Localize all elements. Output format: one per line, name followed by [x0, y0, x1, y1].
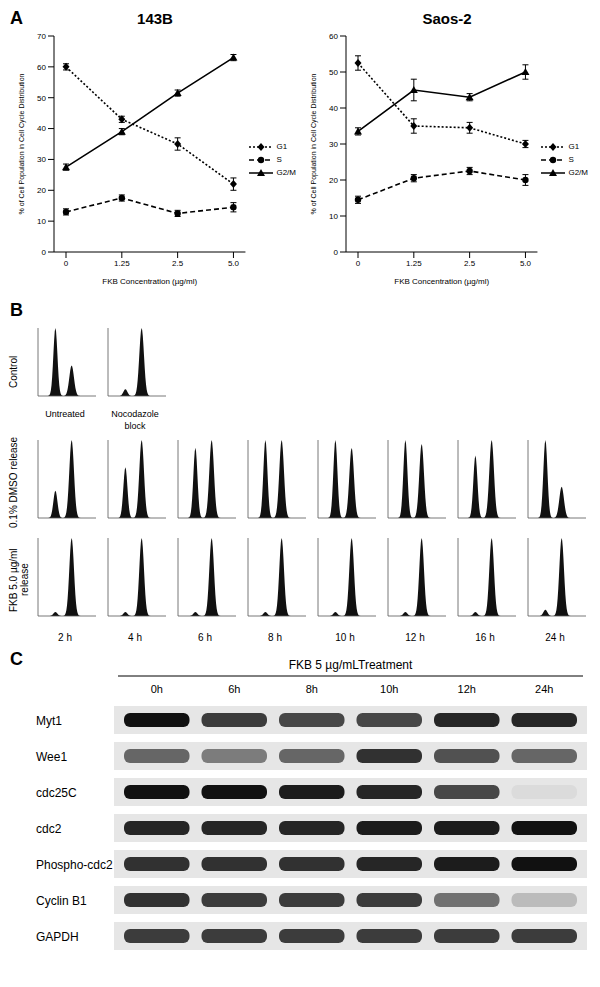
html-text:S: S	[568, 155, 574, 164]
svg-text:Phospho-cdc2: Phospho-cdc2	[36, 858, 113, 872]
svg-text:Cyclin B1: Cyclin B1	[36, 894, 87, 908]
svg-text:60: 60	[37, 63, 46, 72]
svg-text:% of Cell Population in Cell C: % of Cell Population in Cell Cycle Distr…	[18, 73, 26, 214]
svg-text:cdc2: cdc2	[36, 822, 62, 836]
html-text:G1: G1	[276, 142, 288, 151]
svg-text:8h: 8h	[306, 683, 318, 695]
svg-text:10: 10	[329, 212, 338, 221]
html-text:8 h: 8 h	[268, 632, 282, 643]
html-text:A: A	[10, 8, 23, 28]
html-text:0.1% DMSO release: 0.1% DMSO release	[8, 436, 19, 528]
svg-text:FKB 5 µg/mLTreatment: FKB 5 µg/mLTreatment	[289, 658, 413, 672]
html-text:FKB 5.0 µg/ml release: FKB 5.0 µg/ml release	[8, 548, 30, 612]
html-text:24 h: 24 h	[545, 632, 565, 643]
svg-text:2.5: 2.5	[464, 259, 476, 268]
svg-text:70: 70	[37, 32, 46, 41]
svg-text:0: 0	[356, 259, 361, 268]
svg-text:40: 40	[329, 104, 338, 113]
html-text:G2/M: G2/M	[568, 168, 588, 177]
svg-text:% of Cell Population in Cell C: % of Cell Population in Cell Cycle Distr…	[310, 73, 318, 214]
svg-text:6h: 6h	[228, 683, 240, 695]
html-text:12 h: 12 h	[405, 632, 425, 643]
html-text:B: B	[10, 300, 23, 320]
svg-text:1.25: 1.25	[114, 259, 130, 268]
svg-text:0h: 0h	[151, 683, 163, 695]
svg-text:10: 10	[37, 217, 46, 226]
html-text:16 h: 16 h	[475, 632, 495, 643]
svg-text:30: 30	[329, 140, 338, 149]
svg-text:0: 0	[42, 248, 47, 257]
html-text:143B: 143B	[137, 10, 173, 27]
svg-text:0: 0	[64, 259, 69, 268]
svg-text:40: 40	[37, 124, 46, 133]
html-text:C: C	[10, 649, 23, 669]
svg-text:2.5: 2.5	[172, 259, 184, 268]
html-text:10 h: 10 h	[335, 632, 355, 643]
html-text:Saos-2: Saos-2	[422, 10, 472, 27]
svg-text:Wee1: Wee1	[36, 750, 67, 764]
svg-text:20: 20	[329, 176, 338, 185]
svg-text:10h: 10h	[380, 683, 398, 695]
html-text:Control: Control	[8, 355, 19, 389]
svg-text:5.0: 5.0	[520, 259, 532, 268]
html-text:G1: G1	[568, 142, 580, 151]
svg-text:cdc25C: cdc25C	[36, 786, 77, 800]
svg-text:FKB Concentration (µg/ml): FKB Concentration (µg/ml)	[394, 277, 489, 286]
html-text:S: S	[276, 155, 282, 164]
svg-text:5.0: 5.0	[228, 259, 240, 268]
svg-text:20: 20	[37, 186, 46, 195]
svg-text:0: 0	[334, 248, 339, 257]
html-text:4 h: 4 h	[128, 632, 142, 643]
svg-text:24h: 24h	[535, 683, 553, 695]
html-text:6 h: 6 h	[198, 632, 212, 643]
svg-text:12h: 12h	[458, 683, 476, 695]
svg-text:FKB Concentration (µg/ml): FKB Concentration (µg/ml)	[102, 277, 197, 286]
svg-text:50: 50	[329, 68, 338, 77]
svg-text:30: 30	[37, 155, 46, 164]
html-text:Nocodazole block: Nocodazole block	[111, 409, 159, 431]
html-text:Untreated: Untreated	[45, 409, 85, 419]
html-text:2 h: 2 h	[58, 632, 72, 643]
html-text:G2/M: G2/M	[276, 168, 296, 177]
svg-text:1.25: 1.25	[406, 259, 422, 268]
svg-text:50: 50	[37, 94, 46, 103]
svg-text:Myt1: Myt1	[36, 714, 62, 728]
svg-text:GAPDH: GAPDH	[36, 930, 79, 944]
svg-text:60: 60	[329, 32, 338, 41]
